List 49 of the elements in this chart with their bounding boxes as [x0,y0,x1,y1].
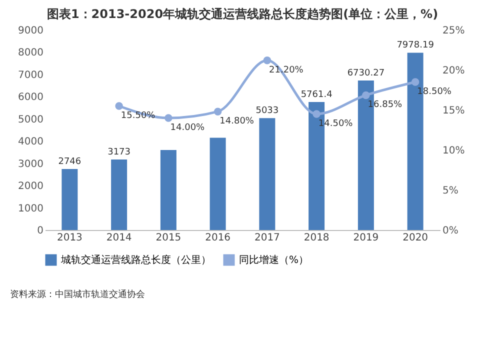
x-tick-label: 2014 [106,232,132,244]
data-label: 2746 [58,156,82,167]
bar [259,118,276,230]
y-tick-label: 1000 [18,203,44,214]
x-tick-label: 2017 [254,232,280,244]
text: 资料来源：中国城市轨道交通协会 [10,289,145,300]
y2-tick-label: 10% [442,146,465,156]
bar [111,159,128,230]
data-label: 7978.19 [396,40,434,51]
chart-title: 图表1：2013-2020年城轨交通运营线路总长度趋势图(单位：公里，%) [46,7,438,21]
x-tick-label: 2013 [56,232,82,244]
x-tick-label: 2018 [304,232,330,244]
data-label: 14.00% [170,123,206,133]
y-tick-label: 4000 [18,136,44,148]
y2-tick-label: 15% [442,106,465,116]
data-label: 3173 [108,147,131,158]
point [115,102,123,110]
x-tick-label: 2015 [156,232,182,244]
x-tick-label: 2020 [402,232,428,244]
legend-label: 城轨交通运营线路总长度（公里） [60,254,211,266]
y-tick-label: 9000 [18,26,44,36]
y-tick-label: 6000 [18,92,44,104]
y-tick-label: 5000 [18,114,44,126]
y-tick-label: 0 [37,226,44,236]
y2-tick-label: 20% [442,66,465,76]
x-tick-label: 2019 [353,232,379,244]
legend-label: 同比增速（%） [239,254,309,266]
y-tick-label: 7000 [18,70,44,81]
y-tick-label: 2000 [18,181,44,192]
data-label: 6730.27 [347,68,385,78]
point [362,91,370,100]
y2-tick-label: 5% [442,186,458,196]
y-tick-label: 3000 [18,158,44,170]
data-label: 14.80% [220,116,254,127]
point [411,78,420,86]
point [312,110,320,118]
x-tick-label: 2016 [205,232,231,244]
y2-tick-label: 0% [442,226,458,236]
data-label: 15.50% [120,111,156,121]
bar [210,138,226,230]
bar [62,168,78,230]
point [164,114,172,122]
data-label: 5033 [256,106,279,116]
data-label: 5761.4 [300,90,333,100]
bar [160,150,176,230]
y2-tick-label: 25% [442,26,465,36]
point [214,108,222,116]
point [263,56,272,64]
y-tick-label: 8000 [18,48,44,59]
